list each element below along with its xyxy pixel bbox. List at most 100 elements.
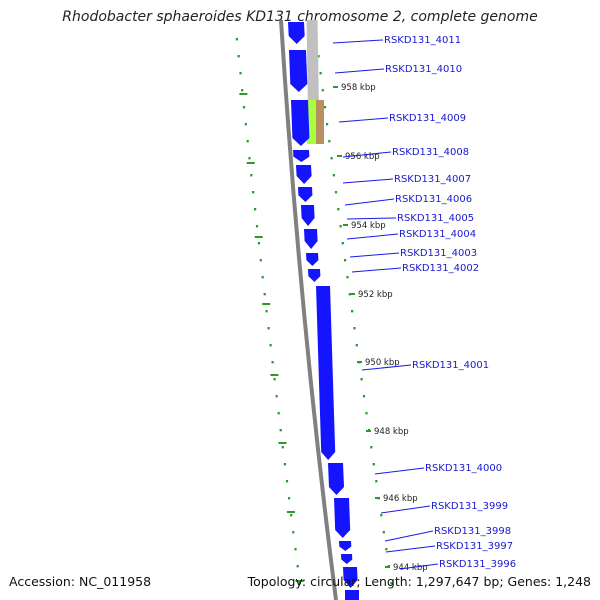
label-leader-line bbox=[384, 530, 434, 542]
ring-dot bbox=[279, 429, 282, 432]
gene-label: RSKD131_4002 bbox=[402, 263, 479, 274]
gene-arrow bbox=[339, 541, 352, 551]
gene-label: RSKD131_3999 bbox=[431, 501, 508, 512]
label-leader-line bbox=[399, 563, 439, 570]
ring-dot bbox=[339, 225, 342, 228]
gene-arrow bbox=[345, 590, 359, 600]
ring-dot bbox=[298, 582, 301, 585]
ring-dot bbox=[382, 531, 385, 534]
ring-dot bbox=[319, 72, 322, 75]
ring-dot bbox=[244, 123, 247, 126]
ring-dot bbox=[317, 55, 320, 58]
gene-arrow bbox=[308, 269, 321, 282]
scale-label: 946 kbp bbox=[383, 494, 418, 504]
ring-dot bbox=[328, 140, 331, 143]
ring-dot bbox=[255, 225, 259, 228]
ring-dot bbox=[323, 106, 327, 109]
label-leader-line bbox=[361, 364, 412, 371]
ring-dot bbox=[285, 480, 289, 483]
gene-label: RSKD131_4010 bbox=[385, 64, 462, 75]
gene-layer bbox=[288, 22, 359, 600]
ring-dot bbox=[344, 259, 347, 262]
ring-dot bbox=[321, 89, 324, 92]
scale-label: 958 kbp bbox=[341, 83, 376, 93]
ring-dot bbox=[370, 446, 373, 449]
label-leader-line bbox=[374, 467, 425, 475]
ring-tick bbox=[262, 303, 271, 305]
ring-dot bbox=[365, 412, 368, 415]
ring-dot bbox=[334, 191, 338, 194]
label-leader-line bbox=[351, 267, 402, 273]
gene-arrow bbox=[316, 286, 336, 460]
ring-dot bbox=[372, 463, 375, 466]
ring-tick bbox=[239, 93, 248, 95]
ring-dot bbox=[241, 89, 244, 92]
gene-arrow bbox=[301, 205, 315, 226]
ring-dot bbox=[281, 446, 284, 449]
label-leader-line bbox=[385, 545, 436, 553]
gene-label: RSKD131_4004 bbox=[399, 229, 476, 240]
ring-dot bbox=[390, 582, 393, 585]
ring-dot bbox=[337, 208, 340, 211]
gene-arrow bbox=[298, 187, 313, 202]
gene-arrow bbox=[341, 554, 353, 564]
ring-dot bbox=[261, 276, 264, 279]
backbone-line bbox=[279, 19, 338, 600]
ring-dot bbox=[283, 463, 286, 466]
label-leader-line bbox=[342, 178, 394, 184]
ring-dot bbox=[290, 514, 293, 517]
ring-dot bbox=[239, 72, 242, 75]
ring-dot bbox=[296, 565, 299, 568]
scale-label: 948 kbp bbox=[374, 427, 409, 437]
ring-dot bbox=[242, 106, 246, 109]
ring-dot bbox=[254, 208, 257, 211]
label-leader-line bbox=[346, 233, 399, 240]
label-layer: RSKD131_4011 RSKD131_4010 RSKD131_4009 RSKD… bbox=[332, 35, 516, 570]
ring-tick bbox=[286, 511, 295, 513]
highlight-green-block bbox=[307, 100, 317, 144]
ring-dot bbox=[385, 548, 388, 551]
scale-label: 950 kbp bbox=[365, 358, 400, 368]
accession-text: Accession: NC_011958 bbox=[9, 574, 152, 589]
ring-tick bbox=[295, 580, 304, 582]
ring-dot bbox=[355, 344, 358, 347]
ring-dot bbox=[362, 395, 366, 398]
label-leader-line bbox=[334, 68, 385, 74]
map-title: Rhodobacter sphaeroides KD131 chromosome… bbox=[62, 9, 538, 25]
gene-arrow bbox=[304, 229, 318, 249]
gene-label: RSKD131_4000 bbox=[425, 463, 502, 474]
ring-dot bbox=[351, 310, 354, 313]
gene-label: RSKD131_4003 bbox=[400, 248, 477, 259]
gene-label: RSKD131_3997 bbox=[436, 541, 513, 552]
gene-arrow bbox=[328, 463, 344, 495]
label-leader-line bbox=[338, 117, 389, 123]
gene-arrow bbox=[293, 150, 310, 162]
ring-tick bbox=[270, 374, 279, 376]
ring-dot bbox=[259, 259, 262, 262]
ring-dot bbox=[277, 412, 280, 415]
ring-dot bbox=[265, 310, 268, 313]
ring-dot bbox=[267, 327, 270, 330]
gene-arrow bbox=[334, 498, 351, 538]
ring-dot bbox=[288, 497, 291, 500]
gene-arrow bbox=[296, 165, 312, 184]
ring-dot bbox=[375, 480, 378, 483]
label-leader-line bbox=[344, 198, 395, 206]
label-leader-line bbox=[342, 151, 392, 158]
ring-dot bbox=[237, 55, 240, 58]
ring-dot bbox=[271, 361, 274, 364]
ring-dot bbox=[275, 395, 278, 398]
ring-dot bbox=[292, 531, 295, 534]
ring-dot bbox=[248, 157, 251, 160]
gene-label: RSKD131_4001 bbox=[412, 360, 489, 371]
ring-dot bbox=[380, 514, 383, 517]
gene-label: RSKD131_4011 bbox=[384, 35, 461, 46]
ring-dot bbox=[263, 293, 266, 296]
ring-dot bbox=[353, 327, 356, 330]
ring-dot bbox=[294, 548, 297, 551]
label-leader-line bbox=[380, 505, 431, 514]
scale-label: 954 kbp bbox=[351, 221, 386, 231]
ring-dot bbox=[269, 344, 272, 347]
topology-summary: Topology: circular; Length: 1,297,647 bp… bbox=[247, 574, 591, 589]
